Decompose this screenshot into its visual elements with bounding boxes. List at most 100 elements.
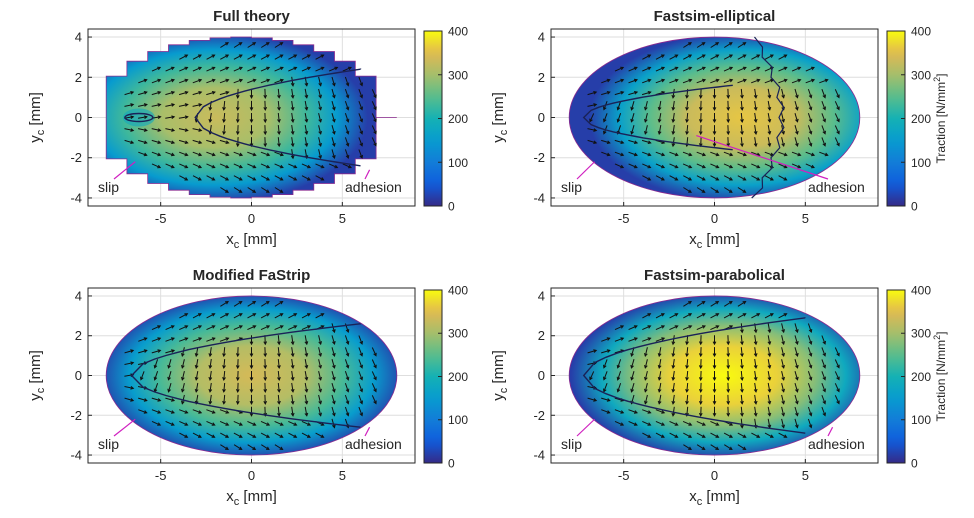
traction-arrow bbox=[723, 313, 733, 319]
traction-arrow bbox=[821, 113, 826, 122]
traction-arrow bbox=[807, 323, 812, 333]
traction-arrow bbox=[601, 91, 610, 96]
traction-arrow-head bbox=[647, 313, 652, 317]
traction-arrow bbox=[247, 66, 256, 72]
traction-arrow-head bbox=[290, 376, 295, 382]
y-tick-label: 0 bbox=[538, 110, 545, 125]
y-axis-label: yc [mm] bbox=[490, 92, 510, 143]
traction-arrow-head bbox=[685, 365, 689, 370]
traction-arrow-head bbox=[781, 388, 785, 393]
colorbar-tick-label: 0 bbox=[911, 200, 918, 214]
traction-arrow bbox=[261, 301, 270, 307]
traction-arrow bbox=[277, 137, 280, 147]
traction-arrow bbox=[601, 409, 610, 414]
traction-arrow-head bbox=[671, 143, 676, 148]
traction-arrow bbox=[821, 89, 826, 98]
traction-arrow-head bbox=[698, 94, 703, 99]
traction-arrow bbox=[154, 371, 159, 380]
traction-arrow bbox=[138, 337, 147, 342]
traction-arrow-head bbox=[211, 152, 216, 157]
traction-arrow bbox=[710, 66, 719, 72]
traction-arrow-head bbox=[238, 189, 243, 193]
traction-arrow-head bbox=[685, 377, 689, 382]
traction-arrow-head bbox=[181, 352, 185, 358]
colorbar-tick-label: 100 bbox=[911, 413, 931, 427]
traction-arrow-head bbox=[671, 341, 676, 346]
traction-arrow-head bbox=[726, 353, 731, 358]
traction-arrow bbox=[260, 325, 270, 331]
traction-arrow-head bbox=[304, 364, 309, 370]
traction-arrow-head bbox=[616, 376, 621, 381]
traction-arrow-head bbox=[712, 143, 717, 148]
traction-arrow bbox=[737, 432, 746, 438]
traction-arrow-head bbox=[701, 300, 706, 305]
traction-arrow bbox=[192, 54, 202, 60]
traction-arrow-head bbox=[742, 66, 747, 71]
traction-arrow-head bbox=[729, 66, 734, 71]
traction-arrow bbox=[669, 432, 678, 438]
traction-arrow-head bbox=[252, 300, 257, 305]
traction-arrows bbox=[587, 42, 840, 193]
traction-arrow-head bbox=[277, 94, 281, 99]
traction-arrow-head bbox=[797, 152, 802, 157]
traction-arrow bbox=[644, 394, 648, 404]
traction-arrow bbox=[206, 337, 215, 342]
traction-arrow-head bbox=[756, 78, 761, 83]
traction-arrow-head bbox=[293, 164, 298, 169]
traction-arrow-head bbox=[359, 412, 363, 417]
traction-arrow-head bbox=[644, 130, 648, 135]
traction-arrow bbox=[274, 42, 283, 48]
traction-arrow bbox=[247, 444, 256, 450]
traction-arrow-head bbox=[332, 82, 336, 87]
traction-arrow bbox=[288, 66, 297, 72]
traction-arrow-head bbox=[756, 434, 761, 438]
traction-arrow bbox=[223, 370, 226, 381]
traction-arrow-head bbox=[290, 353, 295, 358]
traction-arrow-head bbox=[318, 376, 322, 381]
traction-arrow-head bbox=[170, 164, 175, 169]
traction-arrow-head bbox=[279, 164, 284, 169]
traction-arrow bbox=[781, 370, 785, 381]
traction-arrow bbox=[315, 66, 324, 72]
colorbar-tick-label: 300 bbox=[448, 68, 468, 82]
traction-arrow-head bbox=[157, 140, 162, 144]
traction-arrow bbox=[672, 406, 675, 416]
traction-arrow bbox=[165, 163, 175, 169]
traction-arrow bbox=[669, 325, 678, 331]
traction-arrow-head bbox=[211, 66, 216, 71]
traction-arrow-head bbox=[824, 152, 829, 157]
traction-arrow-head bbox=[702, 152, 707, 157]
traction-arrow bbox=[682, 79, 692, 84]
traction-arrow bbox=[737, 79, 747, 84]
traction-arrow bbox=[291, 406, 294, 416]
traction-arrow bbox=[767, 347, 771, 357]
traction-arrow bbox=[587, 104, 597, 107]
traction-arrow-head bbox=[157, 398, 162, 402]
traction-arrow-head bbox=[252, 434, 257, 438]
traction-arrow-head bbox=[332, 154, 336, 159]
traction-arrow-head bbox=[252, 446, 257, 451]
traction-arrow bbox=[304, 347, 308, 357]
traction-arrow bbox=[723, 66, 733, 72]
traction-arrow-head bbox=[810, 164, 815, 169]
traction-arrow bbox=[165, 151, 175, 156]
traction-arrow-head bbox=[290, 155, 295, 160]
traction-arrows bbox=[124, 42, 377, 193]
traction-arrow-head bbox=[249, 365, 254, 370]
traction-arrow bbox=[223, 382, 226, 392]
traction-arrow-head bbox=[332, 352, 336, 358]
traction-arrow bbox=[751, 54, 760, 60]
traction-arrow-head bbox=[279, 422, 284, 426]
traction-arrow-head bbox=[647, 410, 652, 414]
traction-arrow bbox=[617, 359, 622, 368]
adhesion-label: adhesion bbox=[808, 179, 865, 195]
traction-arrow bbox=[710, 163, 719, 169]
traction-arrow-head bbox=[781, 341, 785, 346]
traction-arrow bbox=[710, 325, 719, 331]
traction-arrow-head bbox=[266, 422, 271, 426]
traction-arrow bbox=[642, 54, 651, 60]
traction-arrow-head bbox=[647, 177, 652, 181]
traction-arrow-head bbox=[606, 398, 611, 402]
traction-arrow bbox=[233, 79, 243, 84]
traction-arrow bbox=[669, 79, 678, 84]
